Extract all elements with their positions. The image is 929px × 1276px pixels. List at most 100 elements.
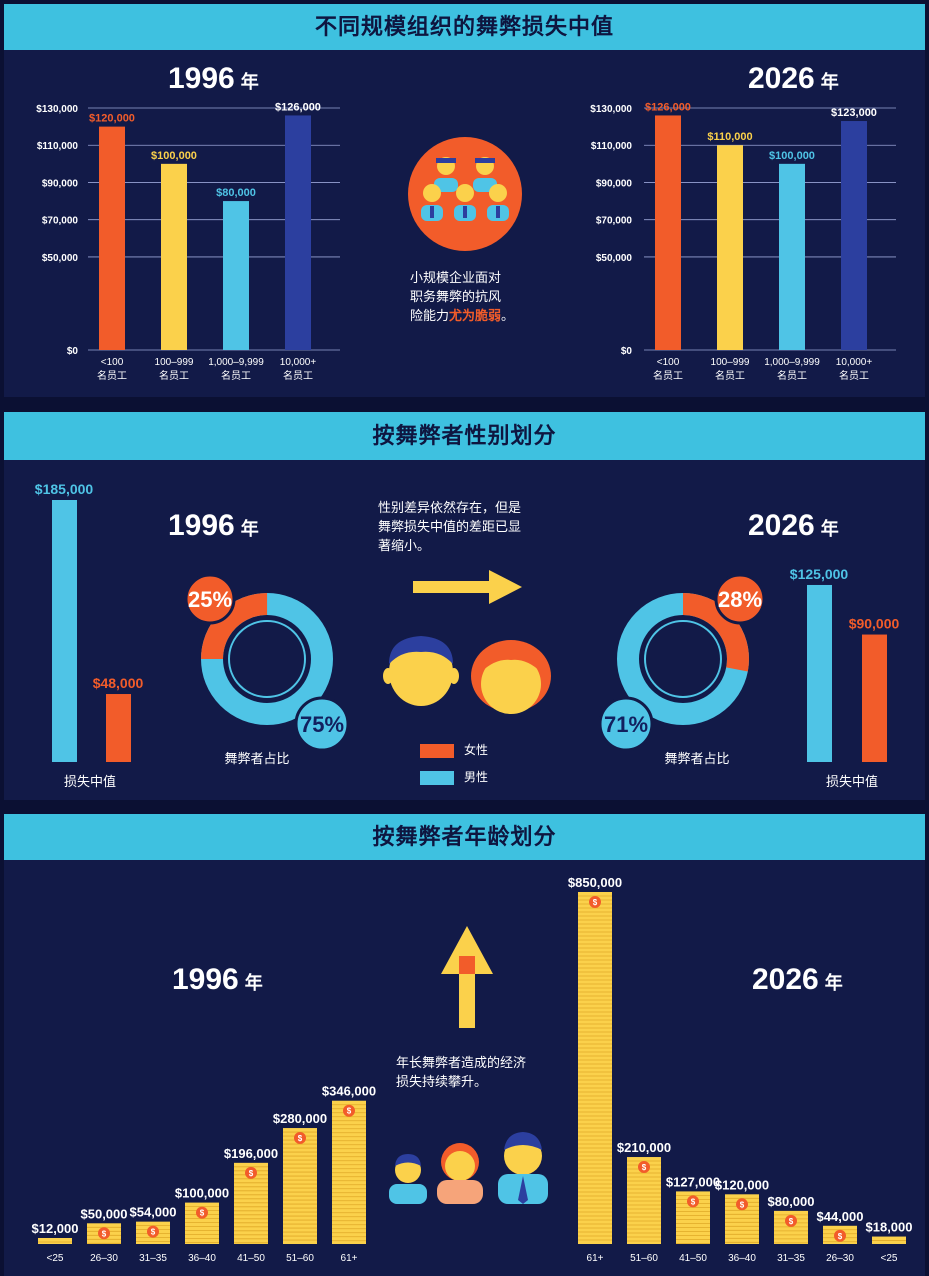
- dollar-coin-icon: [785, 1214, 797, 1227]
- age-value-label: $120,000: [715, 1177, 769, 1192]
- dollar-coin-icon: [245, 1166, 257, 1179]
- dollar-sign: $: [789, 1217, 794, 1226]
- bar-value-label: $126,000: [275, 101, 321, 113]
- coin-stack-bar: [38, 1238, 72, 1244]
- bar-value-label: $120,000: [89, 113, 135, 125]
- dollar-sign: $: [740, 1200, 745, 1209]
- age-1996-year-label: 1996: [172, 963, 239, 996]
- size-note-line2: 职务舞弊的抗风: [410, 289, 502, 304]
- size-note-line3-suffix: 。: [501, 308, 515, 323]
- dollar-coin-icon: [687, 1195, 699, 1208]
- loss-value-label: $48,000: [93, 675, 144, 691]
- dollar-sign: $: [593, 898, 598, 907]
- loss-value-label: $90,000: [849, 616, 900, 632]
- size-section-banner: 不同规模组织的舞弊损失中值: [4, 4, 925, 50]
- x-tick-label-unit: 名员工: [97, 369, 127, 382]
- age-value-label: $44,000: [817, 1209, 864, 1224]
- age-category-label: 36–40: [728, 1253, 756, 1264]
- size-2026-year: 2026 年: [748, 62, 839, 96]
- age-1996-year-suffix: 年: [244, 973, 263, 993]
- bar-value-label: $100,000: [769, 150, 815, 162]
- dollar-sign: $: [347, 1107, 352, 1116]
- size-note-line1: 小规模企业面对: [410, 270, 502, 285]
- age-2026-year-label: 2026: [752, 963, 819, 996]
- age-category-label: <25: [47, 1253, 64, 1264]
- age-category-label: 41–50: [237, 1253, 265, 1264]
- x-tick-label-unit: 名员工: [715, 369, 745, 382]
- donut-female-segment: [617, 593, 749, 725]
- age-category-label: 41–50: [679, 1253, 707, 1264]
- gender-2026-year-suffix: 年: [820, 519, 839, 539]
- male-percent-badge: [598, 696, 654, 752]
- dollar-coin-icon: [196, 1206, 208, 1219]
- age-value-label: $80,000: [768, 1194, 815, 1209]
- x-tick-label: 10,000+: [280, 357, 317, 368]
- age-note-line2: 损失持续攀升。: [396, 1074, 488, 1089]
- y-tick-label: $0: [621, 346, 633, 357]
- gender-section-banner: 按舞弊者性别划分: [4, 412, 925, 460]
- age-value-label: $127,000: [666, 1174, 720, 1189]
- y-tick-label: $90,000: [596, 178, 633, 189]
- gender-legend-male: 男性: [420, 768, 488, 785]
- male-percent-label: 71%: [604, 712, 648, 737]
- female-percent-label: 28%: [718, 587, 762, 612]
- dollar-coin-icon: [736, 1198, 748, 1211]
- gender-2026-loss-label: 损失中值: [825, 774, 878, 789]
- age-value-label: $346,000: [322, 1084, 376, 1099]
- x-tick-label-unit: 名员工: [839, 369, 869, 382]
- gender-1996-year-label: 1996: [168, 509, 235, 542]
- dollar-coin-icon: [343, 1104, 355, 1117]
- gender-1996-year-suffix: 年: [240, 519, 259, 539]
- donut-inner-ring: [644, 620, 722, 698]
- age-category-label: 26–30: [826, 1253, 854, 1264]
- age-section-banner: 按舞弊者年龄划分: [4, 814, 925, 860]
- bar: [841, 121, 867, 351]
- gender-section-title: 按舞弊者性别划分: [372, 423, 557, 448]
- female-percent-label: 25%: [188, 587, 232, 612]
- size-1996-year-label: 1996: [168, 62, 235, 95]
- size-section-title: 不同规模组织的舞弊损失中值: [314, 14, 614, 39]
- bar-value-label: $110,000: [707, 131, 752, 143]
- size-note-line3: 险能力尤为脆弱。: [410, 306, 514, 325]
- y-tick-label: $130,000: [36, 104, 78, 115]
- age-note-line1: 年长舞弊者造成的经济: [396, 1055, 527, 1070]
- y-tick-label: $0: [67, 346, 79, 357]
- dollar-coin-icon: [147, 1225, 159, 1238]
- dollar-sign: $: [102, 1229, 107, 1238]
- gender-note-line2: 舞弊损失中值的差距已显: [378, 519, 522, 534]
- age-section-title: 按舞弊者年龄划分: [372, 824, 557, 849]
- age-category-label: 61+: [587, 1253, 604, 1264]
- y-tick-label: $110,000: [591, 141, 633, 152]
- age-value-label: $196,000: [224, 1146, 278, 1161]
- bar: [655, 115, 681, 350]
- age-category-label: 36–40: [188, 1253, 216, 1264]
- age-category-label: 51–60: [286, 1253, 314, 1264]
- dollar-sign: $: [151, 1228, 156, 1237]
- donut-inner-ring: [228, 620, 306, 698]
- y-tick-label: $70,000: [42, 216, 79, 227]
- y-tick-label: $50,000: [596, 253, 633, 264]
- gender-2026-year-label: 2026: [748, 509, 815, 542]
- dollar-coin-icon: [589, 896, 601, 908]
- age-value-label: $210,000: [617, 1140, 671, 1155]
- x-tick-label: 1,000–9,999: [208, 357, 264, 368]
- gender-2026-share-label: 舞弊者占比: [664, 751, 730, 766]
- dollar-coin-icon: [98, 1227, 110, 1240]
- age-value-label: $12,000: [32, 1221, 79, 1236]
- gender-section-panel: [4, 460, 925, 800]
- male-percent-label: 75%: [300, 712, 344, 737]
- male-swatch: [420, 770, 454, 785]
- y-tick-label: $90,000: [42, 178, 79, 189]
- female-swatch: [420, 743, 454, 758]
- age-2026-year-suffix: 年: [824, 973, 843, 993]
- bar: [285, 115, 311, 350]
- y-tick-label: $70,000: [596, 216, 633, 227]
- x-tick-label-unit: 名员工: [777, 369, 807, 382]
- x-tick-label: 100–999: [155, 357, 194, 368]
- female-face-icon: [471, 640, 551, 714]
- x-tick-label: 100–999: [711, 357, 750, 368]
- dollar-sign: $: [642, 1163, 647, 1172]
- y-tick-label: $50,000: [42, 253, 79, 264]
